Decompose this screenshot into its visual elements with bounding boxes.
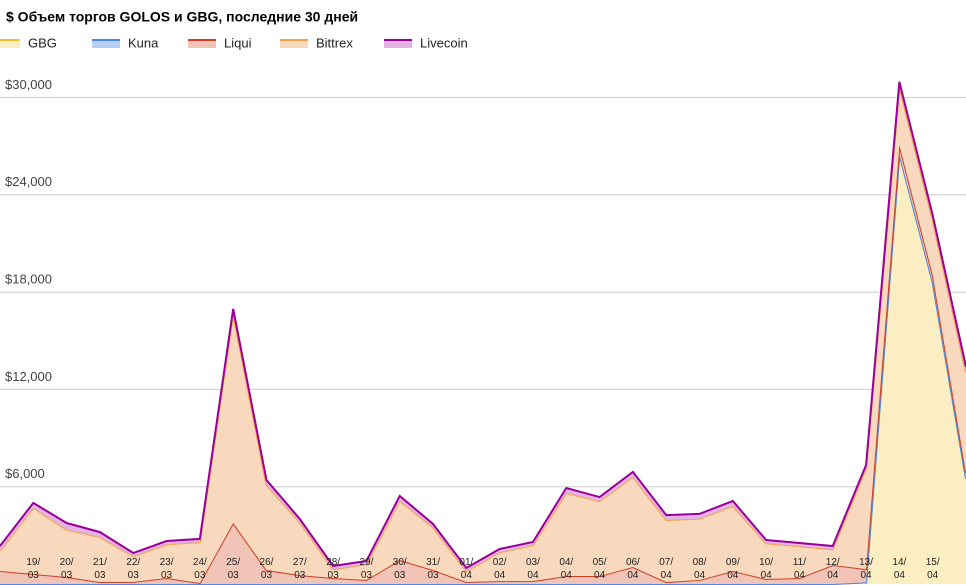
y-tick-label: $24,000 <box>5 174 52 189</box>
y-tick-label: $6,000 <box>5 466 45 481</box>
areas <box>0 81 966 585</box>
legend-swatch <box>92 40 120 48</box>
y-tick-label: $30,000 <box>5 77 52 92</box>
grid <box>0 96 966 488</box>
legend-swatch <box>188 40 216 48</box>
x-tick-label: 26/ 03 <box>259 557 274 581</box>
x-tick-label: 22/ 03 <box>126 557 141 581</box>
x-tick-label: 14/ 04 <box>892 557 907 581</box>
legend-label: Kuna <box>128 35 159 50</box>
legend-label: Liqui <box>224 35 252 50</box>
area <box>0 144 966 584</box>
x-tick-label: 11/ 04 <box>792 557 807 581</box>
area <box>0 154 966 584</box>
x-tick-label: 21/ 03 <box>92 557 107 581</box>
x-tick-label: 06/ 04 <box>625 557 640 581</box>
x-tick-label: 02/ 04 <box>492 557 507 581</box>
x-tick-label: 24/ 03 <box>192 557 207 581</box>
x-tick-label: 20/ 03 <box>59 557 74 581</box>
x-tick-label: 29/ 03 <box>359 557 374 581</box>
labels: $6,000 $12,000 $18,000 $24,000 $30,000 GBG Kun… <box>0 35 468 481</box>
x-tick-label: 03/ 04 <box>526 557 540 581</box>
x-tick-label: 25/ 03 <box>226 557 241 581</box>
x-tick-label: 10/ 04 <box>759 557 774 581</box>
x-tick-label: 09/ 04 <box>725 557 740 581</box>
x-tick-label: 19/ 03 <box>26 557 41 581</box>
area-line <box>0 81 966 570</box>
area-line <box>0 86 966 573</box>
x-tick-label: 31/ 03 <box>426 557 440 581</box>
legend-label: GBG <box>28 35 57 50</box>
legend-label: Bittrex <box>316 35 353 50</box>
chart-title: $ Объем торгов GOLOS и GBG, последние 30… <box>6 9 358 25</box>
area <box>0 154 966 584</box>
x-tick-label: 12/ 04 <box>825 557 840 581</box>
legend-swatch <box>0 40 20 48</box>
legend-label: Livecoin <box>420 35 468 50</box>
x-tick-label: 01/ 04 <box>459 557 474 581</box>
x-tick-label: 23/ 03 <box>159 557 174 581</box>
x-tick-label: 28/ 03 <box>326 557 341 581</box>
area <box>0 86 966 584</box>
y-tick-label: $18,000 <box>5 272 52 287</box>
x-tick-label: 05/ 04 <box>592 557 607 581</box>
area-line <box>0 153 966 585</box>
x-tick-label: 07/ 04 <box>659 557 674 581</box>
y-tick-label: $12,000 <box>5 369 52 384</box>
x-tick-label: 13/ 04 <box>859 557 874 581</box>
x-tick-label: 08/ 04 <box>692 557 707 581</box>
legend-swatch <box>384 40 412 48</box>
x-tick-label: 30/ 03 <box>392 557 407 581</box>
x-tick-label: 04/ 04 <box>559 557 574 581</box>
x-tick-label: 27/ 03 <box>292 557 307 581</box>
area-line <box>0 144 966 585</box>
area-line <box>0 153 966 585</box>
area <box>0 81 966 572</box>
legend-swatch <box>280 40 308 48</box>
x-tick-label: 15/ 04 <box>925 557 940 581</box>
